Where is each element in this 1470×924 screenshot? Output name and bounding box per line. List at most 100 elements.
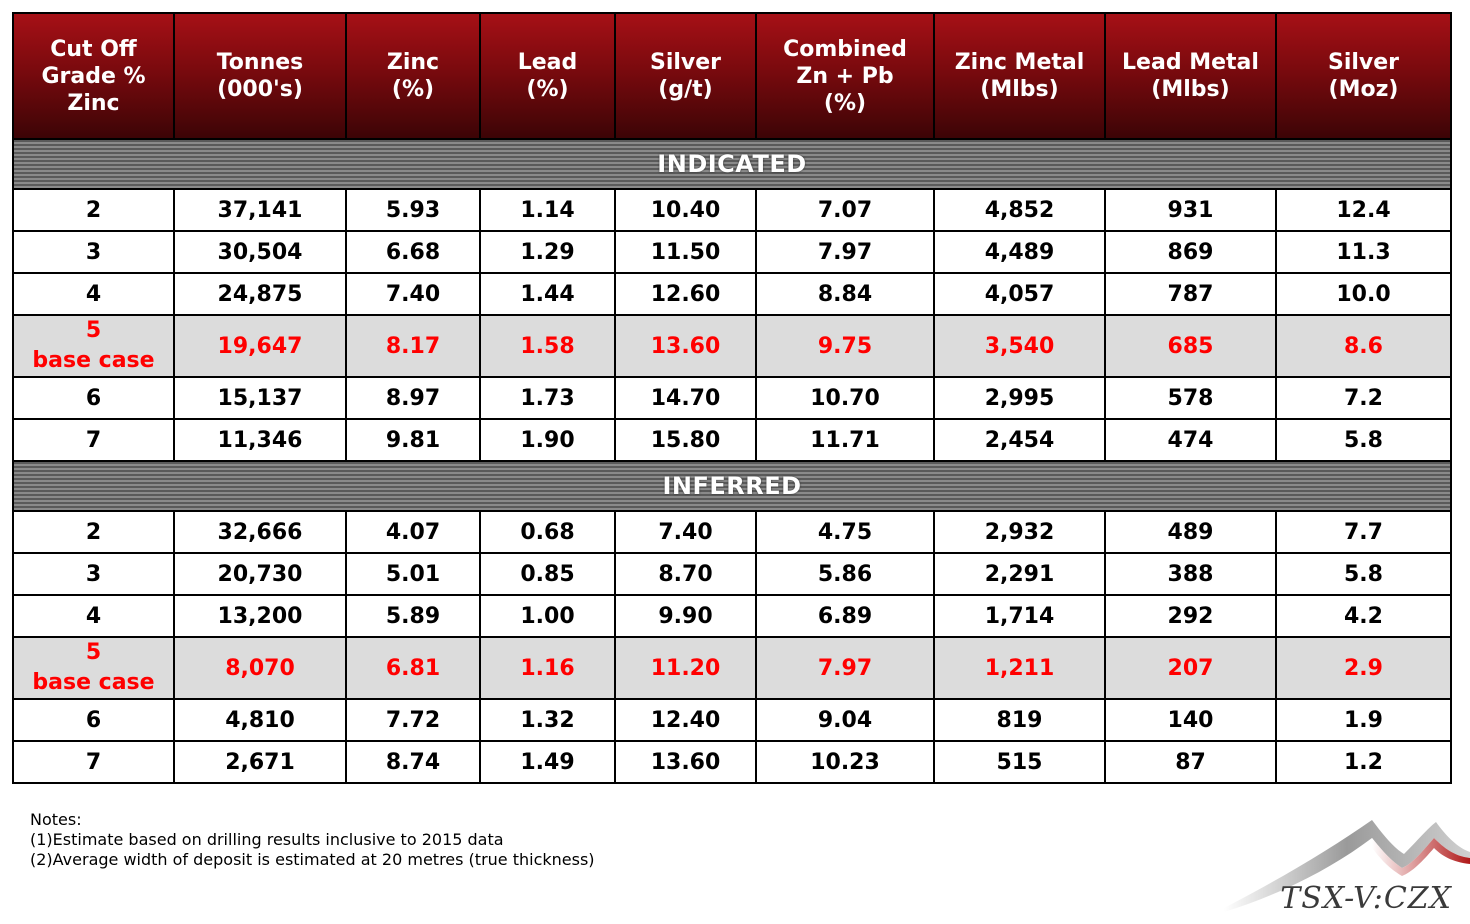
header-lead-metal: Lead Metal (Mlbs) bbox=[1104, 12, 1277, 140]
table-cell: 9.90 bbox=[614, 594, 757, 638]
table-cell: 1.00 bbox=[479, 594, 616, 638]
header-row: Cut Off Grade % Zinc Tonnes (000's) Zinc… bbox=[12, 12, 1452, 140]
note-item: (1)Estimate based on drilling results in… bbox=[30, 830, 504, 849]
section-header-row: INFERRED bbox=[12, 460, 1452, 512]
table-cell: 7.7 bbox=[1275, 510, 1452, 554]
table-cell: 9.81 bbox=[345, 418, 481, 462]
table-cell: 2,671 bbox=[173, 740, 347, 784]
table-cell: 8.74 bbox=[345, 740, 481, 784]
resource-estimate-table-wrap: Cut Off Grade % Zinc Tonnes (000's) Zinc… bbox=[12, 12, 1452, 784]
cutoff-cell: 4 bbox=[12, 272, 175, 316]
cutoff-cell: 6 bbox=[12, 698, 175, 742]
table-cell: 11.71 bbox=[755, 418, 935, 462]
cutoff-value: 5 bbox=[85, 318, 102, 343]
table-cell: 1.58 bbox=[479, 314, 616, 378]
table-cell: 7.72 bbox=[345, 698, 481, 742]
cutoff-value: 5 bbox=[85, 640, 102, 665]
table-row: 2 32,666 4.07 0.68 7.40 4.75 2,932 489 7.7 bbox=[12, 510, 1452, 554]
section-title: INDICATED bbox=[12, 138, 1452, 190]
table-cell: 2,932 bbox=[933, 510, 1106, 554]
table-row: 2 37,141 5.93 1.14 10.40 7.07 4,852 931 12.4 bbox=[12, 188, 1452, 232]
notes: Notes: (1)Estimate based on drilling res… bbox=[30, 810, 595, 870]
table-cell: 12.60 bbox=[614, 272, 757, 316]
header-zinc: Zinc (%) bbox=[345, 12, 481, 140]
table-cell: 8.70 bbox=[614, 552, 757, 596]
table-row: 6 4,810 7.72 1.32 12.40 9.04 819 140 1.9 bbox=[12, 698, 1452, 742]
table-cell: 4,852 bbox=[933, 188, 1106, 232]
mountain-swoosh-logo-icon bbox=[1224, 820, 1470, 912]
table-cell: 7.2 bbox=[1275, 376, 1452, 420]
table-cell: 8,070 bbox=[173, 636, 347, 700]
table-cell: 2,995 bbox=[933, 376, 1106, 420]
table-body: INDICATED 2 37,141 5.93 1.14 10.40 7.07 4,852 93… bbox=[12, 138, 1452, 784]
table-cell: 2,291 bbox=[933, 552, 1106, 596]
table-cell: 2,454 bbox=[933, 418, 1106, 462]
table-cell: 5.01 bbox=[345, 552, 481, 596]
base-case-row: 5 base case 8,070 6.81 1.16 11.20 7.97 1,211 207… bbox=[12, 636, 1452, 700]
table-row: 6 15,137 8.97 1.73 14.70 10.70 2,995 578 7.2 bbox=[12, 376, 1452, 420]
table-cell: 32,666 bbox=[173, 510, 347, 554]
header-combined: Combined Zn + Pb (%) bbox=[755, 12, 935, 140]
table-cell: 10.23 bbox=[755, 740, 935, 784]
cutoff-cell: 6 bbox=[12, 376, 175, 420]
notes-title: Notes: bbox=[30, 810, 82, 829]
cutoff-cell: 5 base case bbox=[12, 314, 175, 378]
cutoff-value: 7 bbox=[85, 749, 102, 775]
table-cell: 10.40 bbox=[614, 188, 757, 232]
table-cell: 19,647 bbox=[173, 314, 347, 378]
table-cell: 0.85 bbox=[479, 552, 616, 596]
section-title: INFERRED bbox=[12, 460, 1452, 512]
table-cell: 292 bbox=[1104, 594, 1277, 638]
table-cell: 1.49 bbox=[479, 740, 616, 784]
cutoff-value: 7 bbox=[85, 427, 102, 453]
table-cell: 1.44 bbox=[479, 272, 616, 316]
table-cell: 474 bbox=[1104, 418, 1277, 462]
section-title-text: INFERRED bbox=[662, 472, 802, 500]
table-cell: 5.8 bbox=[1275, 418, 1452, 462]
header-tonnes: Tonnes (000's) bbox=[173, 12, 347, 140]
table-cell: 11,346 bbox=[173, 418, 347, 462]
table-cell: 30,504 bbox=[173, 230, 347, 274]
table-cell: 1.16 bbox=[479, 636, 616, 700]
table-cell: 1.73 bbox=[479, 376, 616, 420]
table-cell: 7.40 bbox=[614, 510, 757, 554]
cutoff-value: 6 bbox=[85, 385, 102, 411]
header-cutoff: Cut Off Grade % Zinc bbox=[12, 12, 175, 140]
table-cell: 12.4 bbox=[1275, 188, 1452, 232]
cutoff-cell: 4 bbox=[12, 594, 175, 638]
table-cell: 6.81 bbox=[345, 636, 481, 700]
table-cell: 869 bbox=[1104, 230, 1277, 274]
table-cell: 1.9 bbox=[1275, 698, 1452, 742]
table-cell: 87 bbox=[1104, 740, 1277, 784]
table-cell: 5.93 bbox=[345, 188, 481, 232]
table-cell: 4.07 bbox=[345, 510, 481, 554]
table-cell: 15,137 bbox=[173, 376, 347, 420]
table-row: 7 11,346 9.81 1.90 15.80 11.71 2,454 474 5.8 bbox=[12, 418, 1452, 462]
table-cell: 11.50 bbox=[614, 230, 757, 274]
cutoff-cell: 7 bbox=[12, 740, 175, 784]
table-cell: 7.07 bbox=[755, 188, 935, 232]
section-header-row: INDICATED bbox=[12, 138, 1452, 190]
cutoff-value: 3 bbox=[85, 561, 102, 587]
table-cell: 8.6 bbox=[1275, 314, 1452, 378]
table-cell: 7.40 bbox=[345, 272, 481, 316]
table-cell: 6.68 bbox=[345, 230, 481, 274]
table-cell: 1.29 bbox=[479, 230, 616, 274]
base-case-row: 5 base case 19,647 8.17 1.58 13.60 9.75 3,540 68… bbox=[12, 314, 1452, 378]
table-cell: 578 bbox=[1104, 376, 1277, 420]
header-zinc-metal: Zinc Metal (Mlbs) bbox=[933, 12, 1106, 140]
header-silver-moz: Silver (Moz) bbox=[1275, 12, 1452, 140]
table-row: 7 2,671 8.74 1.49 13.60 10.23 515 87 1.2 bbox=[12, 740, 1452, 784]
table-cell: 13,200 bbox=[173, 594, 347, 638]
table-cell: 10.70 bbox=[755, 376, 935, 420]
table-cell: 3,540 bbox=[933, 314, 1106, 378]
table-cell: 515 bbox=[933, 740, 1106, 784]
cutoff-value: 3 bbox=[85, 239, 102, 265]
cutoff-cell: 2 bbox=[12, 510, 175, 554]
table-cell: 388 bbox=[1104, 552, 1277, 596]
table-cell: 4,810 bbox=[173, 698, 347, 742]
table-cell: 4.2 bbox=[1275, 594, 1452, 638]
table-cell: 2.9 bbox=[1275, 636, 1452, 700]
note-item: (2)Average width of deposit is estimated… bbox=[30, 850, 595, 869]
table-cell: 37,141 bbox=[173, 188, 347, 232]
